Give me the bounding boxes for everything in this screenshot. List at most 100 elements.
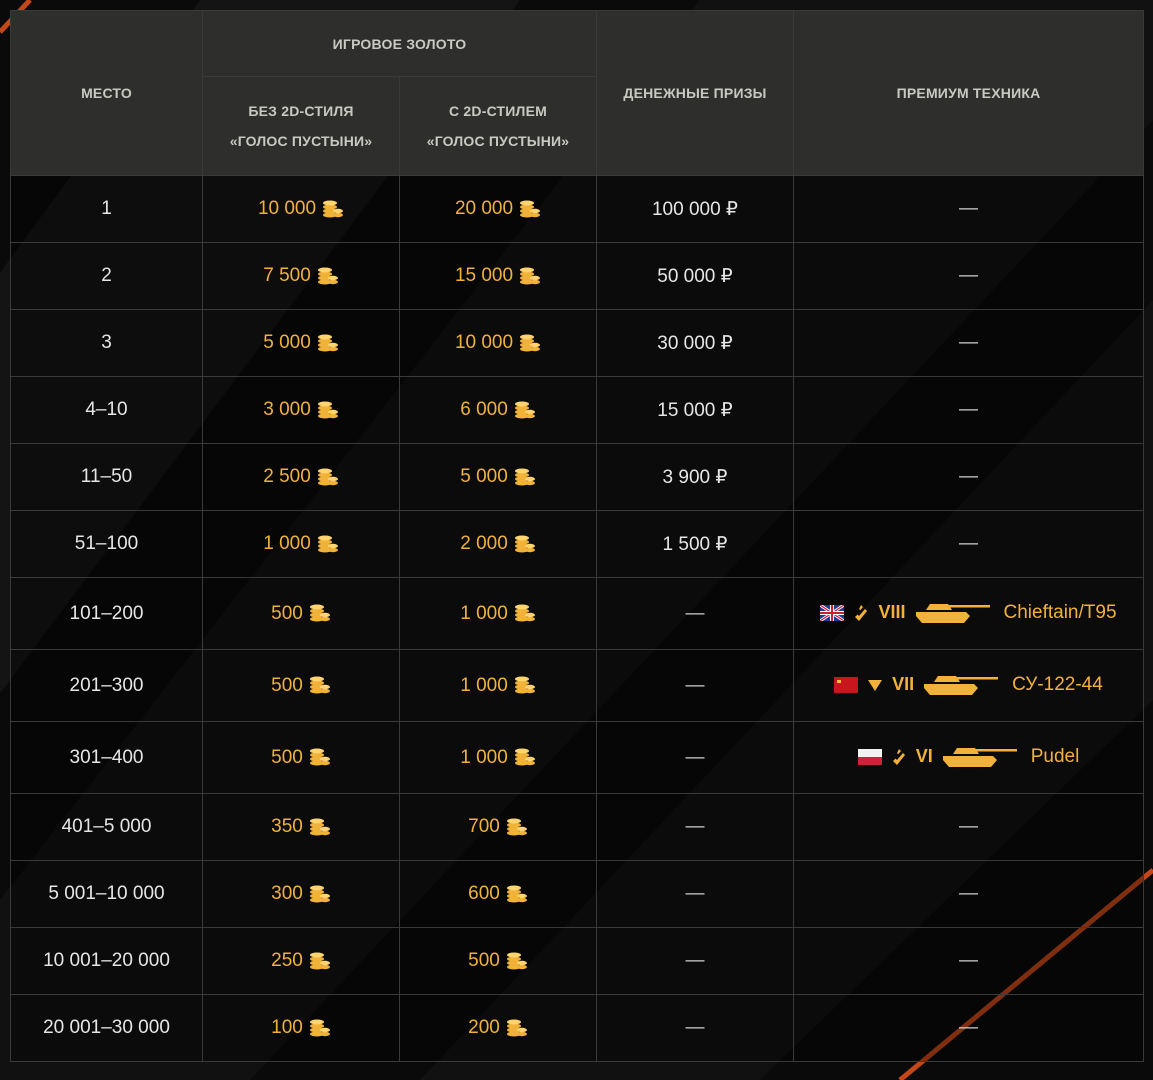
place-value: 11–50	[80, 466, 133, 487]
header-without-style-line1: БЕЗ 2D-СТИЛЯ	[248, 103, 354, 119]
cash-prize-cell: —	[596, 793, 794, 861]
table-row: 51–100 1 000 2 000 1 500 ₽ —	[10, 510, 1144, 578]
place-cell: 1	[10, 175, 203, 243]
cash-prize-cell: —	[596, 721, 794, 794]
gold-without-style-cell: 500	[202, 721, 400, 794]
vehicle-entry: VIII Chieftain/T95	[820, 601, 1117, 625]
table-row: 101–200 500 1 000 — VIII Chieftain/T95	[10, 577, 1144, 650]
place-value: 5 001–10 000	[48, 883, 165, 904]
place-cell: 20 001–30 000	[10, 994, 203, 1062]
tank-silhouette-icon	[924, 675, 999, 695]
gold-coins-icon	[317, 468, 338, 486]
table-row: 11–50 2 500 5 000 3 900 ₽ —	[10, 443, 1144, 511]
tank-silhouette-icon	[942, 747, 1017, 767]
gold-with-style-cell-value: 700	[468, 816, 500, 837]
gold-with-style-cell-value: 1 000	[460, 674, 508, 696]
table-row: 10 001–20 000 250 500 — —	[10, 927, 1144, 995]
gold-with-style-cell: 10 000	[399, 309, 597, 377]
gold-coins-icon	[309, 818, 330, 836]
premium-vehicle-value: —	[959, 883, 978, 904]
cash-prize-value: 100 000 ₽	[651, 198, 739, 220]
place-cell: 201–300	[10, 649, 203, 722]
place-cell: 401–5 000	[10, 793, 203, 861]
cash-prize-cell: 15 000 ₽	[596, 376, 794, 444]
place-value: 201–300	[69, 674, 144, 696]
gold-with-style-cell-value: 1 000	[460, 746, 508, 768]
place-cell: 3	[10, 309, 203, 377]
gold-without-style-cell-value: 1 000	[263, 533, 311, 554]
gold-coins-icon	[506, 1019, 527, 1037]
place-value: 51–100	[74, 533, 139, 554]
medium-tank-icon	[855, 604, 868, 621]
table-body: 1 10 000 20 000 100 000 ₽ — 2 7 500 15 000 50 00…	[10, 175, 1144, 1062]
gold-coins-icon	[514, 676, 535, 694]
header-place: МЕСТО	[10, 10, 203, 176]
cash-prize-cell: —	[596, 577, 794, 650]
gold-coins-icon	[317, 401, 338, 419]
header-with-style: С 2D-СТИЛЕМ «ГОЛОС ПУСТЫНИ»	[399, 76, 597, 176]
gold-with-style-cell-value: 10 000	[454, 332, 514, 353]
table-row: 20 001–30 000 100 200 — —	[10, 994, 1144, 1062]
header-game-gold: ИГРОВОЕ ЗОЛОТО	[202, 10, 597, 77]
gold-with-style-cell: 15 000	[399, 242, 597, 310]
gold-without-style-cell-value: 10 000	[257, 198, 317, 219]
premium-vehicle-cell: —	[793, 376, 1144, 444]
gold-coins-icon	[514, 604, 535, 622]
premium-vehicle-value: —	[959, 533, 978, 554]
gold-without-style-cell-value: 500	[271, 602, 303, 624]
header-without-style: БЕЗ 2D-СТИЛЯ «ГОЛОС ПУСТЫНИ»	[202, 76, 400, 176]
gold-without-style-cell: 100	[202, 994, 400, 1062]
gold-with-style-cell: 200	[399, 994, 597, 1062]
place-value: 20 001–30 000	[43, 1017, 170, 1038]
td-icon	[868, 679, 883, 691]
premium-vehicle-cell: —	[793, 242, 1144, 310]
gold-with-style-cell: 1 000	[399, 649, 597, 722]
header-cash-prizes: ДЕНЕЖНЫЕ ПРИЗЫ	[596, 10, 794, 176]
cash-prize-cell: 50 000 ₽	[596, 242, 794, 310]
table-row: 301–400 500 1 000 — VI Pudel	[10, 721, 1144, 794]
gold-without-style-cell-value: 350	[271, 816, 303, 837]
vehicle-name: Chieftain/T95	[1003, 601, 1117, 623]
place-cell: 301–400	[10, 721, 203, 794]
gold-without-style-cell-value: 2 500	[263, 466, 311, 487]
gold-with-style-cell-value: 2 000	[460, 533, 508, 554]
place-cell: 51–100	[10, 510, 203, 578]
gold-coins-icon	[514, 748, 535, 766]
gold-without-style-cell: 300	[202, 860, 400, 928]
vehicle-entry: VI Pudel	[857, 745, 1079, 769]
cash-prize-value: —	[685, 1017, 705, 1038]
tank-silhouette-icon	[915, 603, 990, 623]
gold-with-style-cell-value: 600	[468, 883, 500, 904]
vehicle-tier: VIII	[878, 602, 906, 622]
premium-vehicle-value: —	[959, 265, 978, 286]
gold-coins-icon	[317, 267, 338, 285]
place-value: 301–400	[69, 746, 144, 768]
cash-prize-cell: —	[596, 649, 794, 722]
table-row: 5 001–10 000 300 600 — —	[10, 860, 1144, 928]
cash-prize-cell: 1 500 ₽	[596, 510, 794, 578]
premium-vehicle-cell: —	[793, 175, 1144, 243]
cash-prize-cell: —	[596, 994, 794, 1062]
gold-without-style-cell: 2 500	[202, 443, 400, 511]
table-row: 4–10 3 000 6 000 15 000 ₽ —	[10, 376, 1144, 444]
premium-vehicle-cell: —	[793, 443, 1144, 511]
gold-coins-icon	[514, 535, 535, 553]
place-value: 401–5 000	[61, 816, 152, 837]
gold-coins-icon	[317, 535, 338, 553]
gold-coins-icon	[520, 334, 541, 352]
gold-with-style-cell-value: 200	[468, 1017, 500, 1038]
gold-without-style-cell: 1 000	[202, 510, 400, 578]
place-value: 2	[101, 265, 112, 286]
premium-vehicle-cell: —	[793, 927, 1144, 995]
table-row: 401–5 000 350 700 — —	[10, 793, 1144, 861]
cash-prize-cell: 30 000 ₽	[596, 309, 794, 377]
gold-without-style-cell-value: 5 000	[263, 332, 311, 353]
table-row: 201–300 500 1 000 — VII СУ-122-44	[10, 649, 1144, 722]
prize-table: МЕСТО ИГРОВОЕ ЗОЛОТО ДЕНЕЖНЫЕ ПРИЗЫ ПРЕМ…	[10, 10, 1144, 1062]
premium-vehicle-cell: —	[793, 793, 1144, 861]
vehicle-entry: VII СУ-122-44	[834, 673, 1103, 697]
gold-with-style-cell: 20 000	[399, 175, 597, 243]
place-cell: 11–50	[10, 443, 203, 511]
gold-without-style-cell-value: 250	[271, 950, 303, 971]
uk-flag	[820, 604, 845, 621]
